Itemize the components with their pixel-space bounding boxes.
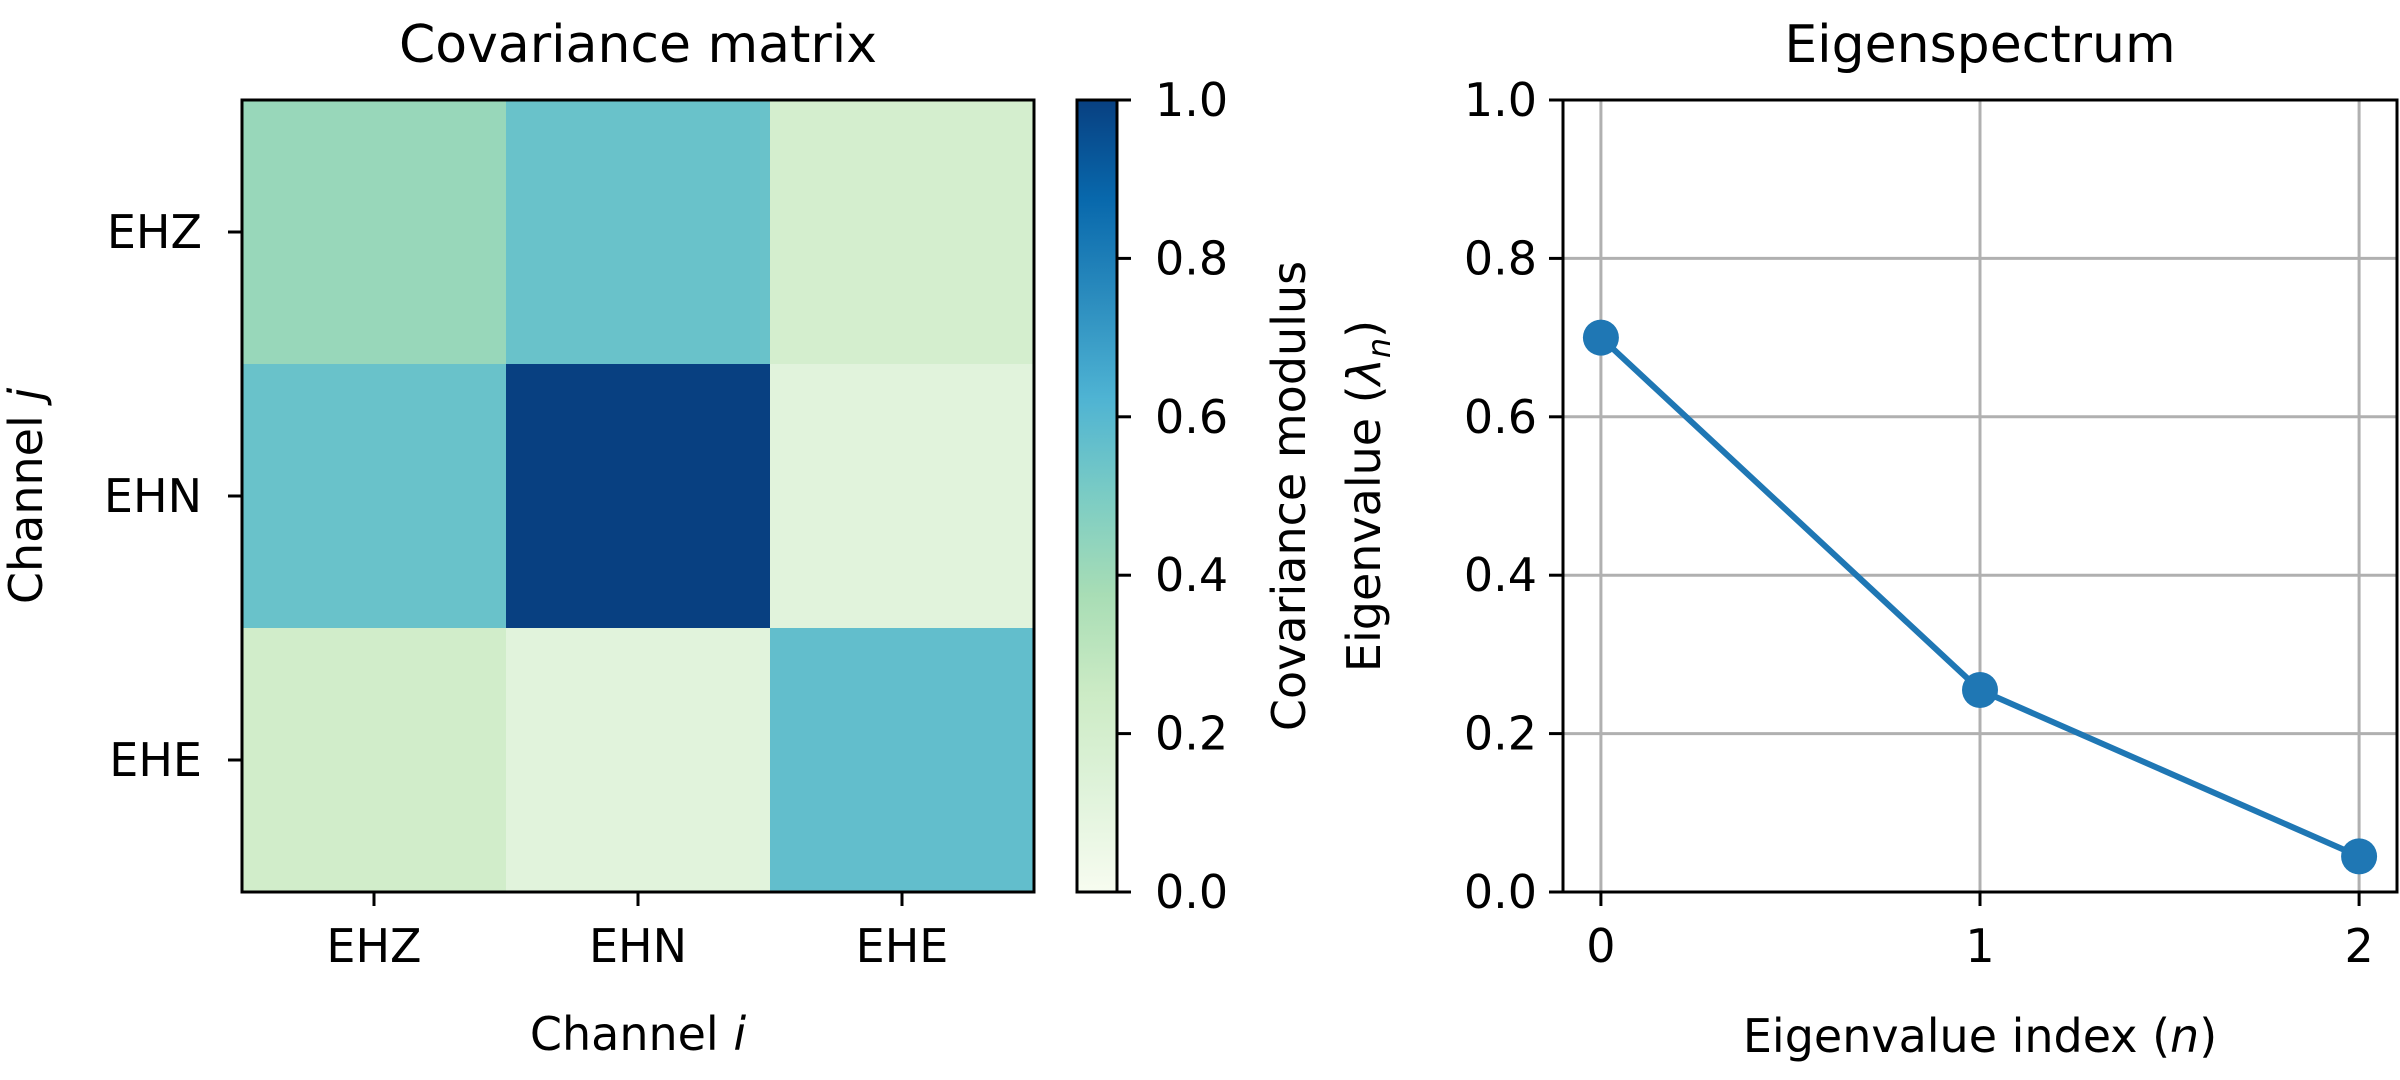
covariance-panel: Covariance matrix EHZ EHN EHE EHZ EHN EHE Ch…: [0, 15, 1036, 1061]
heatmap-y-ticks: EHZ EHN EHE: [104, 205, 242, 787]
eigen-y-tick-label: 0.6: [1464, 390, 1537, 444]
eigen-x-tick-label: 0: [1586, 919, 1615, 973]
eigen-y-tick-label: 0.4: [1464, 548, 1537, 602]
colorbar-tick-label: 1.0: [1155, 73, 1228, 127]
eigen-y-ticks: 0.0 0.2 0.4 0.6 0.8 1.0: [1464, 73, 1563, 919]
heatmap-x-ticks: EHZ EHN EHE: [326, 892, 948, 973]
colorbar-tick-label: 0.6: [1155, 390, 1228, 444]
eigen-x-tick-label: 2: [2344, 919, 2373, 973]
colorbar: 0.0 0.2 0.4 0.6 0.8 1.0 Covariance modulus: [1075, 73, 1316, 919]
heatmap-y-tick-label: EHZ: [107, 205, 202, 259]
colorbar-tick-label: 0.0: [1155, 865, 1228, 919]
eigen-x-ticks: 0 1 2: [1586, 892, 2374, 973]
colorbar-label: Covariance modulus: [1262, 261, 1316, 731]
heatmap-x-tick-label: EHZ: [326, 919, 421, 973]
heatmap-y-tick-label: EHN: [104, 469, 202, 523]
eigen-x-label: Eigenvalue index (n): [1743, 1009, 2217, 1063]
eigenspectrum-panel: Eigenspectrum 0 1 2 0.0 0.2 0.4 0.6 0.8 1.0 Eig…: [1337, 15, 2399, 1063]
eigen-title: Eigenspectrum: [1784, 15, 2175, 75]
heatmap-y-tick-label: EHE: [109, 733, 202, 787]
heatmap-cell: [770, 628, 1035, 893]
colorbar-tick-label: 0.8: [1155, 231, 1228, 285]
heatmap-cell: [242, 628, 507, 893]
eigen-point: [2341, 838, 2378, 875]
eigen-series: [1582, 319, 2378, 875]
eigen-point: [1582, 319, 1619, 356]
colorbar-frame: [1075, 98, 1119, 894]
heatmap-x-tick-label: EHN: [589, 919, 687, 973]
eigen-y-tick-label: 0.2: [1464, 707, 1537, 761]
heatmap-x-label: Channel i: [530, 1007, 746, 1061]
heatmap-cell: [242, 100, 507, 365]
eigen-point: [1962, 672, 1998, 709]
eigen-y-label: Eigenvalue (λn): [1337, 320, 1398, 672]
eigen-grid: [1563, 98, 2397, 894]
heatmap-cell: [242, 364, 507, 629]
heatmap-cell: [506, 364, 771, 629]
colorbar-tick-label: 0.4: [1155, 548, 1228, 602]
eigen-x-tick-label: 1: [1965, 919, 1994, 973]
heatmap-cell: [506, 100, 771, 365]
heatmap-cells: [242, 100, 1035, 893]
heatmap-cell: [506, 628, 771, 893]
heatmap-y-label: Channel j: [0, 388, 53, 604]
eigen-y-tick-label: 0.0: [1464, 865, 1537, 919]
colorbar-gradient: [1077, 100, 1117, 892]
heatmap-cell: [770, 100, 1035, 365]
heatmap-title: Covariance matrix: [399, 15, 877, 75]
eigen-y-tick-label: 1.0: [1464, 73, 1537, 127]
eigen-y-tick-label: 0.8: [1464, 231, 1537, 285]
heatmap-x-tick-label: EHE: [856, 919, 949, 973]
heatmap-cell: [770, 364, 1035, 629]
colorbar-ticks: 0.0 0.2 0.4 0.6 0.8 1.0: [1117, 73, 1228, 919]
colorbar-tick-label: 0.2: [1155, 707, 1228, 761]
